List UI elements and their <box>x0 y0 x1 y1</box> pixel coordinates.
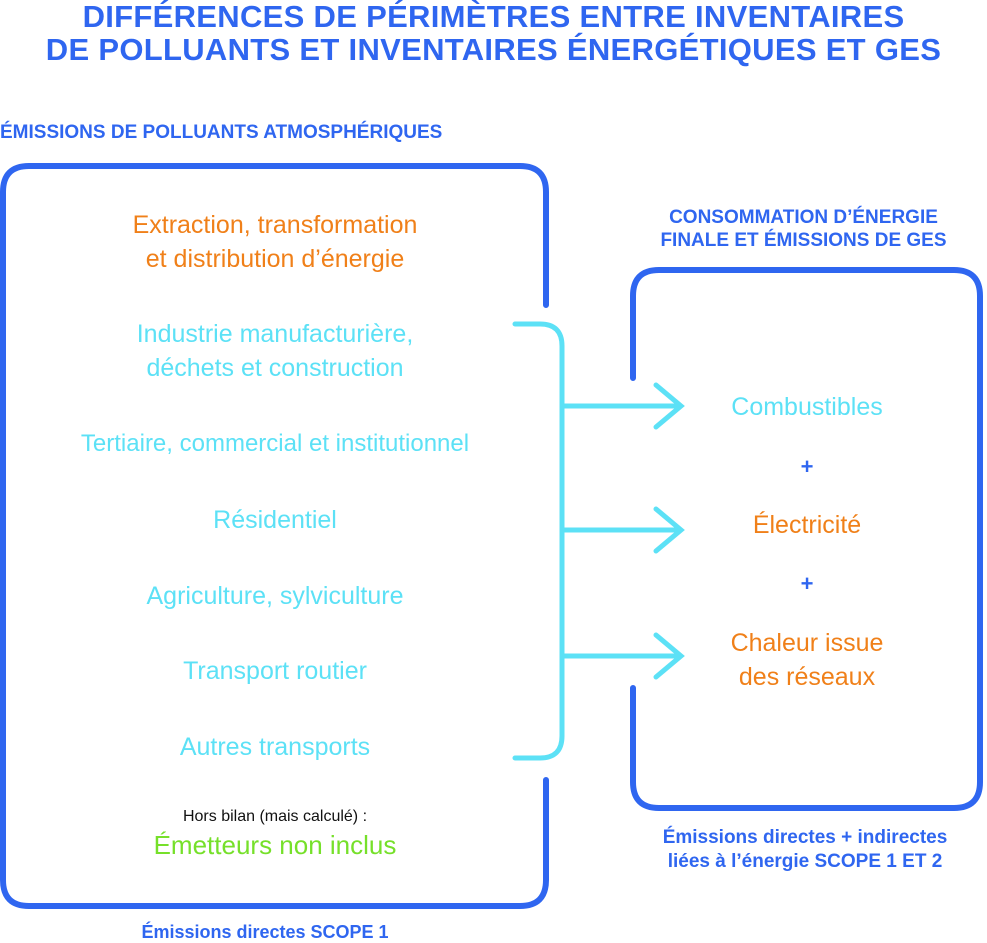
sector-autres-transports: Autres transports <box>179 733 371 761</box>
right-panel-footer: Émissions directes + indirectes liées à … <box>620 826 987 874</box>
sector-tertiaire: Tertiaire, commercial et institutionnel <box>80 430 470 457</box>
sector-energie: Extraction, transformation et distributi… <box>20 208 530 276</box>
item-chaleur-line-1: Chaleur issue <box>730 629 884 657</box>
plus-sign-1: + <box>800 454 814 479</box>
left-panel-footer: Émissions directes SCOPE 1 <box>141 922 389 942</box>
left-panel-heading: ÉMISSIONS DE POLLUANTS ATMOSPHÉRIQUES <box>0 122 443 143</box>
sector-transport-routier: Transport routier <box>183 657 367 685</box>
arrow-to-electricite <box>559 506 685 554</box>
sector-industrie: Industrie manufacturière, déchets et con… <box>20 317 530 385</box>
sector-residentiel: Résidentiel <box>213 506 337 534</box>
sector-industrie-line-2: déchets et construction <box>146 354 404 382</box>
sector-agriculture: Agriculture, sylviculture <box>146 582 404 610</box>
excluded-note: Hors bilan (mais calculé) : <box>182 808 368 825</box>
item-chaleur-line-2: des réseaux <box>738 663 876 691</box>
diagram-title: DIFFÉRENCES DE PÉRIMÈTRES ENTRE INVENTAI… <box>0 0 987 66</box>
sector-energie-line-1: Extraction, transformation <box>132 211 418 239</box>
right-footer-line-1: Émissions directes + indirectes <box>662 827 948 848</box>
plus-sign-2: + <box>800 571 814 596</box>
right-panel-heading: CONSOMMATION D’ÉNERGIE FINALE ET ÉMISSIO… <box>620 206 987 252</box>
item-electricite: Électricité <box>752 511 862 539</box>
right-heading-line-1: CONSOMMATION D’ÉNERGIE <box>669 207 938 228</box>
sector-energie-line-2: et distribution d’énergie <box>145 245 405 273</box>
right-heading-line-2: FINALE ET ÉMISSIONS DE GES <box>660 230 947 251</box>
right-footer-line-2: liées à l’énergie SCOPE 1 ET 2 <box>667 851 943 872</box>
title-line-1: DIFFÉRENCES DE PÉRIMÈTRES ENTRE INVENTAI… <box>82 0 905 34</box>
item-combustibles: Combustibles <box>731 393 883 421</box>
bracket <box>512 321 565 761</box>
title-line-2: DE POLLUANTS ET INVENTAIRES ÉNERGÉTIQUES… <box>45 32 942 67</box>
excluded-label: Émetteurs non inclus <box>153 830 397 860</box>
sector-industrie-line-1: Industrie manufacturière, <box>136 320 414 348</box>
item-chaleur: Chaleur issue des réseaux <box>632 626 982 694</box>
left-frame <box>0 163 549 909</box>
arrow-to-combustibles <box>559 382 685 430</box>
arrow-to-chaleur <box>559 632 685 680</box>
right-frame <box>630 267 983 811</box>
